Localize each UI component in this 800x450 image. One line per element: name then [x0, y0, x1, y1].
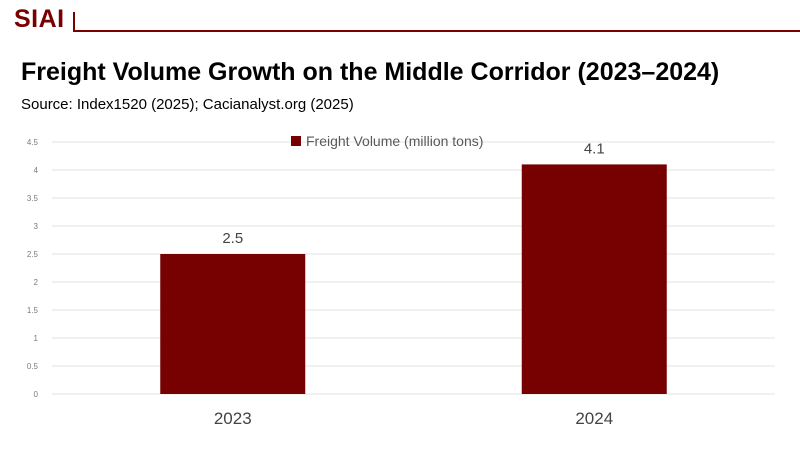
bar	[160, 254, 306, 394]
y-tick-label: 0.5	[27, 362, 39, 371]
y-tick-label: 4.5	[27, 138, 39, 147]
x-tick-label: 2023	[214, 409, 252, 428]
x-tick-label: 2024	[575, 409, 613, 428]
y-tick-label: 1.5	[27, 306, 39, 315]
y-tick-label: 1	[34, 334, 39, 343]
y-tick-label: 4	[34, 166, 39, 175]
data-label: 2.5	[222, 230, 243, 247]
brand-logo: SIAI	[14, 5, 65, 33]
y-tick-label: 2	[34, 278, 39, 287]
page-title: Freight Volume Growth on the Middle Corr…	[21, 58, 720, 86]
y-tick-label: 3	[34, 222, 39, 231]
brand-divider-rule	[73, 30, 800, 32]
y-tick-label: 0	[34, 390, 39, 399]
bar	[521, 164, 667, 394]
source-note: Source: Index1520 (2025); Cacianalyst.or…	[21, 96, 354, 113]
data-label: 4.1	[584, 140, 605, 157]
legend-swatch	[291, 136, 301, 146]
y-tick-label: 3.5	[27, 194, 39, 203]
brand-divider-tick	[73, 12, 75, 31]
legend-label: Freight Volume (million tons)	[306, 133, 483, 149]
y-tick-label: 2.5	[27, 250, 39, 259]
